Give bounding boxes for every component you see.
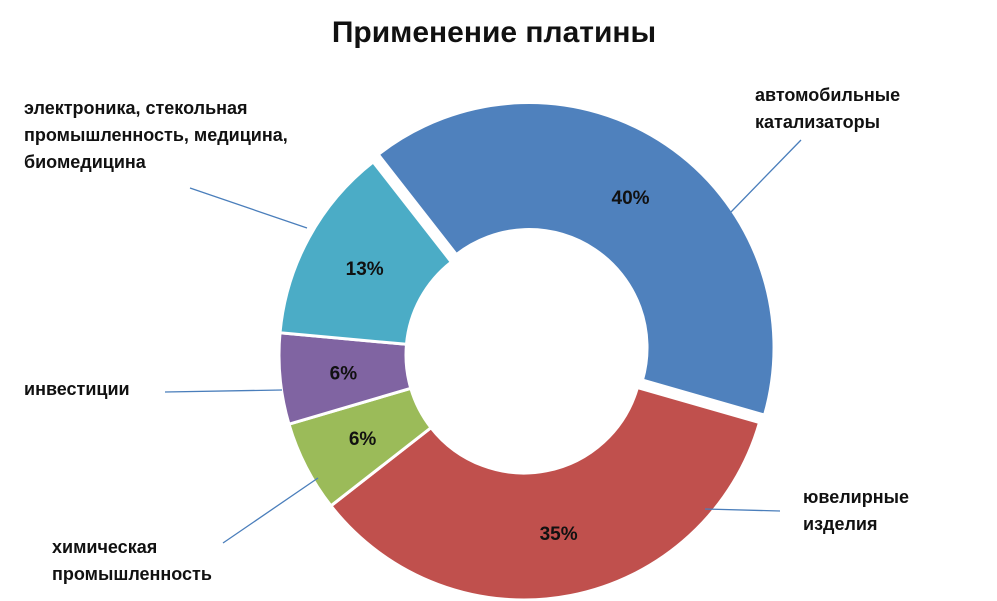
leader-line (704, 508, 781, 512)
leader-line (730, 139, 802, 213)
category-label: химическая промышленность (52, 537, 212, 584)
slices-layer (277, 101, 776, 601)
pie-slice (328, 385, 762, 601)
data-label: 40% (612, 188, 650, 209)
data-label: 35% (540, 524, 578, 545)
pie-slice (376, 101, 776, 417)
category-label: ювелирные изделия (803, 487, 909, 534)
leader-line (164, 389, 283, 393)
category-label: автомобильные катализаторы (755, 85, 900, 132)
data-label: 6% (330, 364, 358, 385)
percent-labels: 40% 35% 6% 6% 13% (330, 188, 650, 545)
chart-title: Применение платины (332, 16, 656, 49)
category-label: инвестиции (24, 379, 130, 399)
data-label: 6% (349, 429, 377, 450)
leader-line (189, 187, 308, 229)
data-label: 13% (346, 259, 384, 280)
leader-lines (164, 139, 802, 544)
leader-line (222, 477, 319, 544)
category-label: электроника, стекольная промышленность, м… (24, 98, 288, 172)
pie-slice (278, 159, 454, 346)
category-labels: автомобильные катализаторы ювелирные издели… (24, 85, 909, 584)
